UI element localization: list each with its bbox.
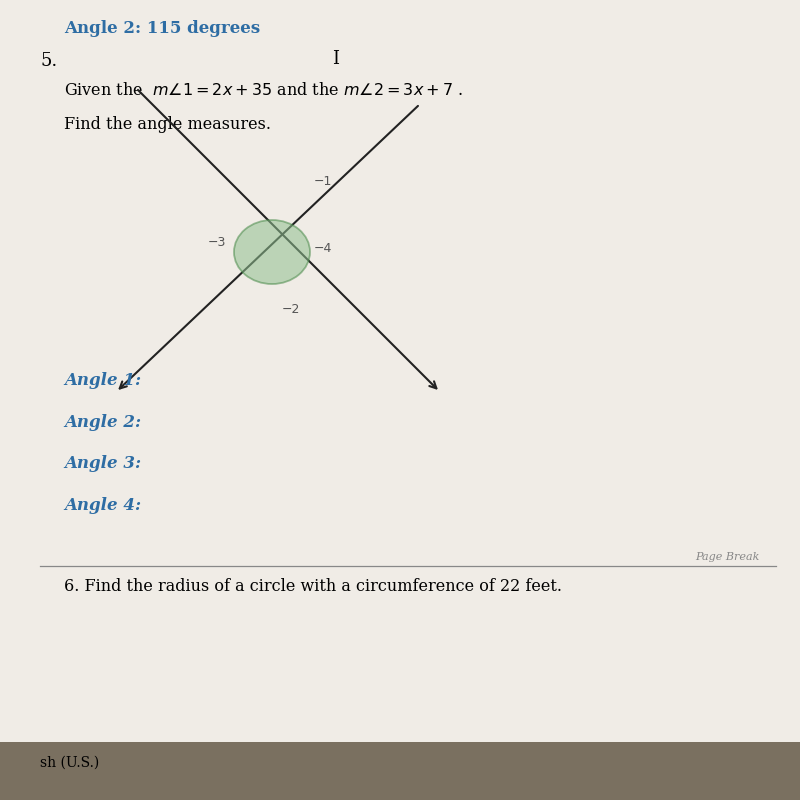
Text: Find the angle measures.: Find the angle measures. [64,116,271,133]
Text: −1: −1 [314,175,332,188]
Bar [0,742,800,800]
Text: −3: −3 [207,236,226,249]
Text: 6. Find the radius of a circle with a circumference of 22 feet.: 6. Find the radius of a circle with a ci… [64,578,562,594]
Text: Angle 3:: Angle 3: [64,455,141,472]
Text: Page Break: Page Break [696,552,760,562]
Text: Angle 2: 115 degrees: Angle 2: 115 degrees [64,20,260,37]
Text: Given the  $m\angle1 = 2x + 35$ and the $m\angle2 = 3x + 7$ .: Given the $m\angle1 = 2x + 35$ and the $… [64,82,463,98]
Text: Angle 4:: Angle 4: [64,497,141,514]
Ellipse shape [234,220,310,284]
Text: sh (U.S.): sh (U.S.) [40,756,99,770]
Text: 5.: 5. [40,52,58,70]
Text: −2: −2 [282,303,300,316]
Text: Angle 1:: Angle 1: [64,372,141,389]
Text: I: I [333,50,339,67]
Text: Angle 2:: Angle 2: [64,414,141,430]
Text: −4: −4 [314,242,332,254]
